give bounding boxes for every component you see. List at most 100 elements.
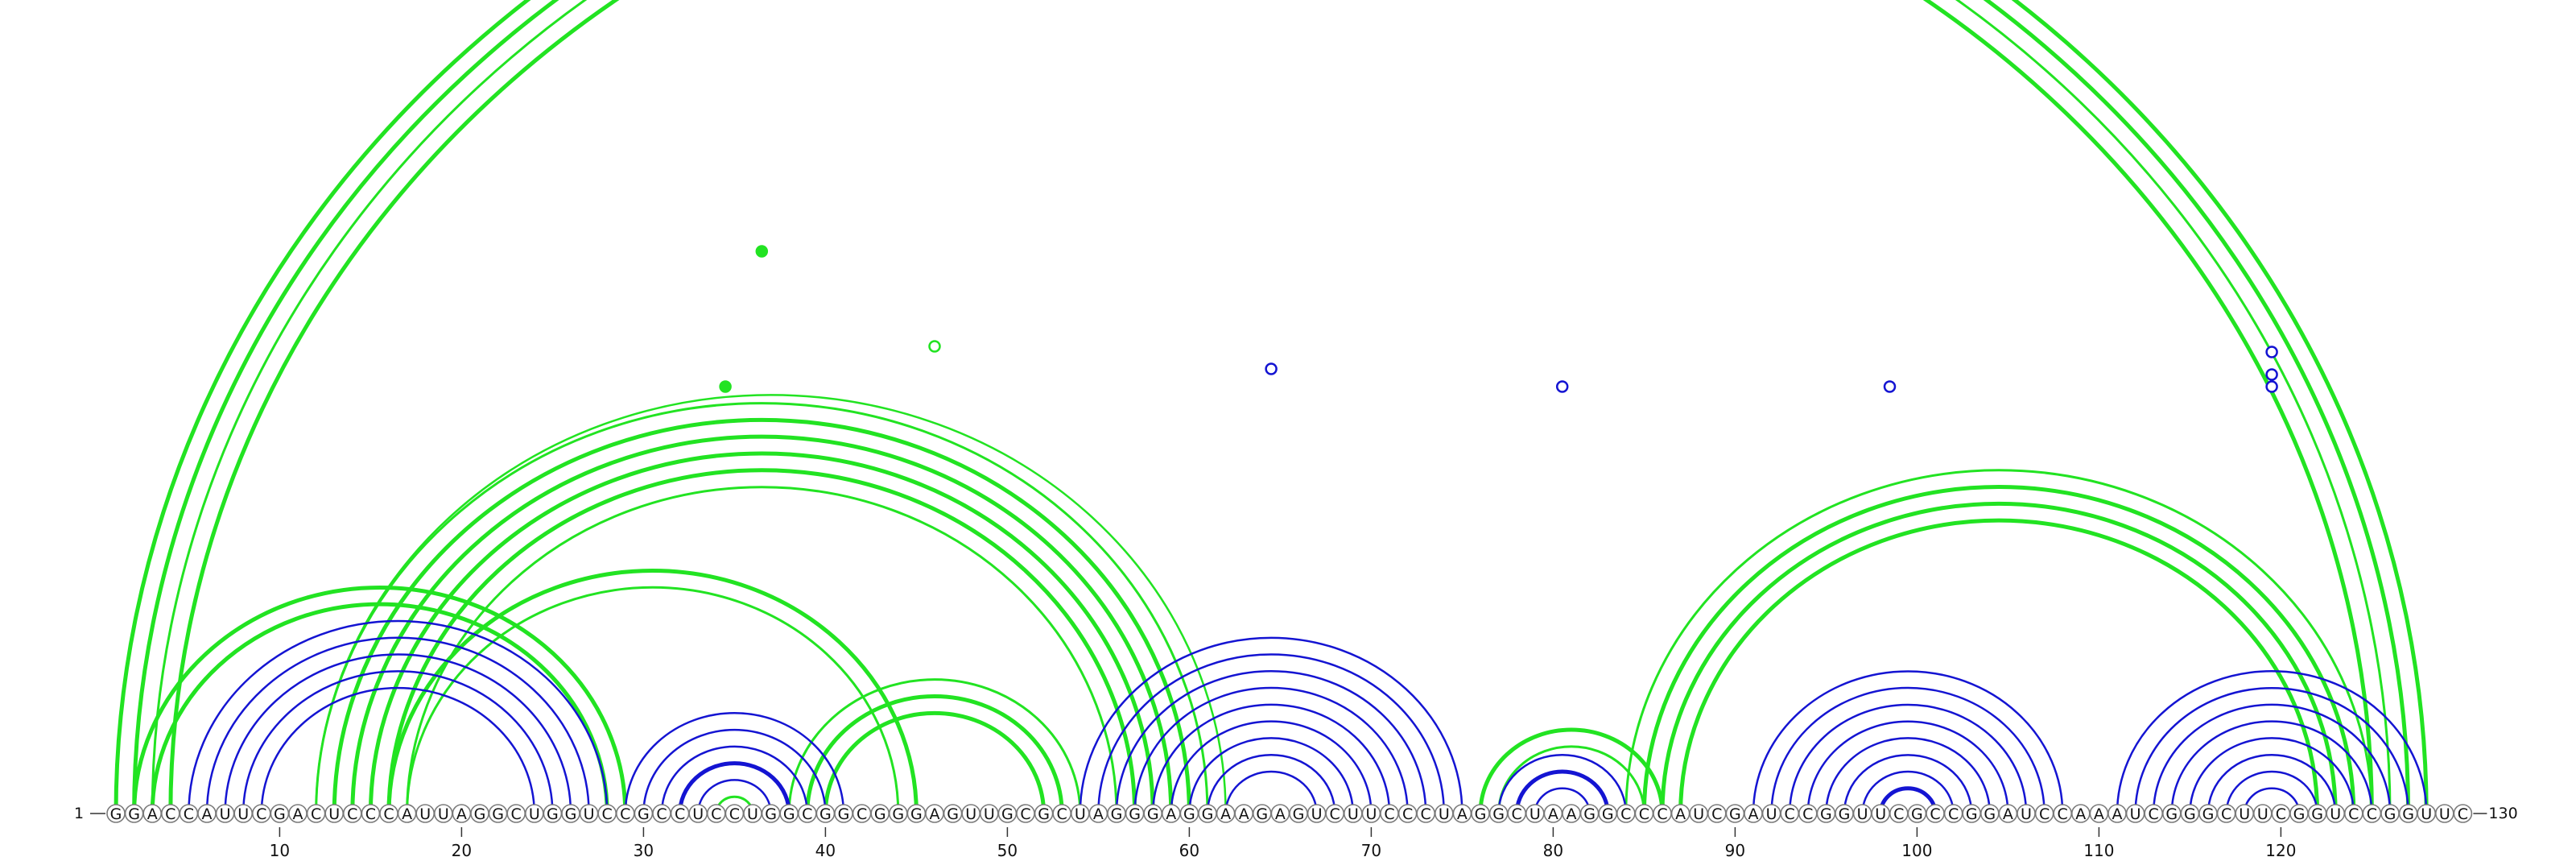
nucleotide-letter: C bbox=[1330, 805, 1340, 823]
nucleotide: G bbox=[1725, 804, 1745, 823]
nucleotide: G bbox=[2307, 804, 2327, 823]
nucleotide-letter: A bbox=[456, 805, 467, 823]
nucleotide: G bbox=[2162, 804, 2182, 823]
tick-label: 100 bbox=[1901, 841, 1932, 857]
nucleotide: G bbox=[1816, 804, 1836, 823]
nucleotide-letter: U bbox=[2130, 805, 2141, 823]
nucleotide-letter: G bbox=[2293, 805, 2306, 823]
blue-arc bbox=[242, 670, 554, 814]
nucleotide-letter: A bbox=[2094, 805, 2104, 823]
nucleotide-letter: G bbox=[1475, 805, 1487, 823]
nucleotide: C bbox=[2271, 804, 2291, 823]
tick-label: 120 bbox=[2265, 841, 2296, 857]
green-pair-marker bbox=[719, 380, 732, 393]
nucleotide: U bbox=[1344, 804, 1363, 823]
nucleotide: C bbox=[179, 804, 199, 823]
nucleotide-letter: U bbox=[2021, 805, 2032, 823]
blue-arc bbox=[2152, 703, 2392, 814]
nucleotide: C bbox=[797, 804, 817, 823]
nucleotide-letter: U bbox=[1766, 805, 1777, 823]
blue-arc bbox=[1825, 737, 1992, 814]
nucleotide: A bbox=[1270, 804, 1290, 823]
tick-label: 30 bbox=[634, 841, 654, 857]
nucleotide: C bbox=[2034, 804, 2054, 823]
nucleotide: G bbox=[1579, 804, 1600, 823]
blue-pair-marker bbox=[1555, 380, 1569, 393]
nucleotide: A bbox=[1234, 804, 1253, 823]
nucleotide-letter: A bbox=[147, 805, 158, 823]
nucleotide: A bbox=[142, 804, 162, 823]
nucleotide-letter: A bbox=[1220, 805, 1231, 823]
nucleotide-letter: G bbox=[2202, 805, 2215, 823]
green-pair-marker bbox=[755, 245, 769, 258]
nucleotide-letter: G bbox=[1839, 805, 1851, 823]
nucleotide-letter: G bbox=[1984, 805, 1996, 823]
nucleotide: C bbox=[724, 804, 745, 823]
nucleotide-letter: G bbox=[1820, 805, 1832, 823]
nucleotide: A bbox=[197, 804, 217, 823]
nucleotide: C bbox=[1416, 804, 1435, 823]
blue-arc bbox=[624, 711, 845, 814]
blue-arc bbox=[1806, 720, 2009, 814]
nucleotide: C bbox=[2344, 804, 2363, 823]
nucleotide-letter: C bbox=[2276, 805, 2286, 823]
nucleotide: C bbox=[361, 804, 381, 823]
green-arc bbox=[132, 585, 628, 814]
nucleotide: U bbox=[2235, 804, 2254, 823]
nucleotide-letter: G bbox=[892, 805, 904, 823]
nucleotide: G bbox=[1198, 804, 1217, 823]
nucleotide: C bbox=[1926, 804, 1945, 823]
nucleotide-letter: G bbox=[1202, 805, 1214, 823]
nucleotide: G bbox=[634, 804, 654, 823]
nucleotide: U bbox=[1525, 804, 1545, 823]
nucleotide-letter: G bbox=[2402, 805, 2414, 823]
nucleotide: A bbox=[1744, 804, 1763, 823]
nucleotide-letter: U bbox=[747, 805, 758, 823]
nucleotide-letter: U bbox=[1075, 805, 1086, 823]
nucleotide: C bbox=[251, 804, 271, 823]
nucleotide: G bbox=[906, 804, 927, 823]
nucleotide-letter: U bbox=[328, 805, 340, 823]
nucleotide-letter: C bbox=[347, 805, 357, 823]
nucleotide: C bbox=[2453, 804, 2473, 823]
nucleotide: G bbox=[943, 804, 963, 823]
blue-arc bbox=[188, 619, 609, 814]
blue-arc bbox=[2243, 787, 2301, 814]
nucleotide: C bbox=[379, 804, 398, 823]
nucleotide-letter: C bbox=[1057, 805, 1067, 823]
nucleotide-letter: G bbox=[1583, 805, 1596, 823]
blue-arc bbox=[1497, 753, 1628, 814]
nucleotide: C bbox=[1016, 804, 1035, 823]
green-arc bbox=[1497, 745, 1645, 814]
nucleotide-letter: G bbox=[110, 805, 122, 823]
nucleotide-letter: C bbox=[184, 805, 194, 823]
nucleotide-letter: C bbox=[1020, 805, 1030, 823]
green-arc bbox=[350, 434, 1174, 814]
nucleotide-letter: G bbox=[947, 805, 959, 823]
blue-arc bbox=[2134, 686, 2409, 814]
nucleotide-letter: G bbox=[819, 805, 832, 823]
nucleotide-letter: A bbox=[930, 805, 940, 823]
nucleotide-letter: C bbox=[2149, 805, 2159, 823]
nucleotide-letter: C bbox=[802, 805, 812, 823]
nucleotide-letter: U bbox=[1439, 805, 1450, 823]
nucleotide-letter: G bbox=[1001, 805, 1013, 823]
nucleotide-letter: U bbox=[984, 805, 995, 823]
nucleotide-letter: C bbox=[2348, 805, 2359, 823]
blue-arc bbox=[1861, 770, 1955, 814]
nucleotide: A bbox=[397, 804, 417, 823]
tick-label: 110 bbox=[2083, 841, 2114, 857]
nucleotide: G bbox=[2198, 804, 2218, 823]
nucleotide-letter: A bbox=[1275, 805, 1286, 823]
arcs-layer bbox=[114, 0, 2429, 814]
nucleotide-letter: G bbox=[1183, 805, 1195, 823]
nucleotide-letter: A bbox=[1457, 805, 1468, 823]
nucleotide-letter: U bbox=[1530, 805, 1541, 823]
nucleotide-letter: G bbox=[638, 805, 650, 823]
blue-arc bbox=[1188, 737, 1355, 814]
nucleotide: U bbox=[1071, 804, 1090, 823]
blue-arc bbox=[1079, 636, 1463, 814]
nucleotide: U bbox=[2417, 804, 2436, 823]
nucleotide: C bbox=[670, 804, 690, 823]
